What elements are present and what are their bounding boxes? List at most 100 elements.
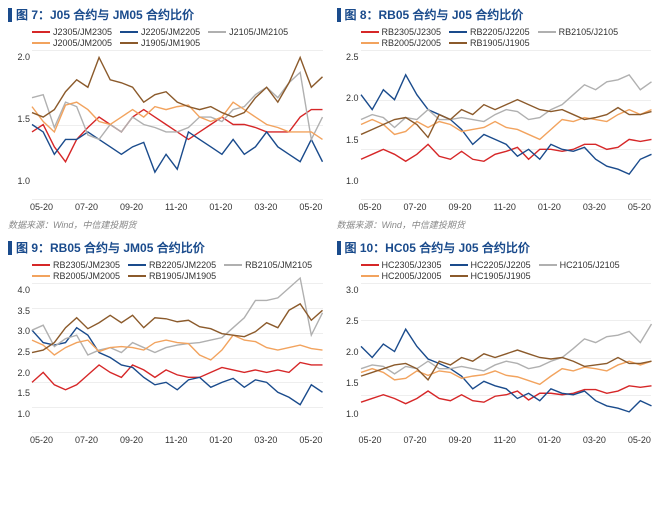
line-svg bbox=[361, 50, 652, 199]
legend-swatch bbox=[538, 31, 556, 33]
series-line bbox=[361, 139, 652, 161]
legend-swatch bbox=[449, 42, 467, 44]
series-line bbox=[32, 102, 323, 139]
x-tick-label: 01-20 bbox=[209, 435, 232, 445]
y-tick-label: 2.5 bbox=[17, 347, 30, 357]
legend-swatch bbox=[361, 264, 379, 266]
series-line bbox=[32, 362, 323, 389]
plot-area bbox=[32, 283, 323, 433]
y-tick-label: 1.0 bbox=[346, 176, 359, 186]
panel-title: 图 8：RB05 合约与 J05 合约比价 bbox=[345, 6, 524, 23]
legend-item: RB2305/JM2305 bbox=[32, 260, 120, 270]
x-tick-label: 09-20 bbox=[120, 202, 143, 212]
x-tick-label: 09-20 bbox=[449, 435, 472, 445]
legend-label: J2105/JM2105 bbox=[229, 27, 288, 37]
legend-item: RB2005/J2005 bbox=[361, 38, 442, 48]
legend-swatch bbox=[539, 264, 557, 266]
legend-item: RB2205/J2205 bbox=[449, 27, 530, 37]
legend-swatch bbox=[32, 264, 50, 266]
chart-grid: 图 7：J05 合约与 JM05 合约比价J2305/JM2305J2205/J… bbox=[8, 6, 651, 445]
legend-label: RB2205/JM2205 bbox=[149, 260, 216, 270]
legend-item: J1905/JM1905 bbox=[120, 38, 200, 48]
x-tick-label: 01-20 bbox=[209, 202, 232, 212]
x-axis: 05-2007-2009-2011-2001-2003-2005-20 bbox=[337, 433, 652, 445]
y-tick-label: 1.0 bbox=[17, 176, 30, 186]
x-tick-label: 01-20 bbox=[538, 435, 561, 445]
x-tick-label: 09-20 bbox=[120, 435, 143, 445]
y-tick-label: 4.0 bbox=[17, 285, 30, 295]
legend-label: RB2305/J2305 bbox=[382, 27, 442, 37]
title-accent-bar bbox=[8, 8, 12, 22]
y-tick-label: 2.0 bbox=[346, 93, 359, 103]
y-tick-label: 1.5 bbox=[17, 388, 30, 398]
y-axis: 2.01.51.0 bbox=[8, 50, 32, 200]
legend: RB2305/J2305 RB2205/J2205 RB2105/J2105 RB20… bbox=[337, 25, 652, 50]
x-tick-label: 11-20 bbox=[494, 202, 516, 212]
source-label: 数据来源：Wind，中信建投期货 bbox=[8, 212, 323, 235]
legend-item: RB2005/JM2005 bbox=[32, 271, 120, 281]
chart-area: 2.01.51.0 bbox=[8, 50, 323, 200]
x-tick-label: 05-20 bbox=[299, 202, 322, 212]
series-line bbox=[32, 328, 323, 405]
legend-label: HC2305/J2305 bbox=[382, 260, 442, 270]
x-axis: 05-2007-2009-2011-2001-2003-2005-20 bbox=[8, 200, 323, 212]
series-line bbox=[361, 75, 652, 128]
y-axis: 3.02.52.01.51.0 bbox=[337, 283, 361, 433]
plot-area bbox=[32, 50, 323, 200]
legend-item: HC2205/J2205 bbox=[450, 260, 531, 270]
grid-line bbox=[361, 199, 652, 200]
series-line bbox=[32, 110, 323, 162]
panel-title: 图 9：RB05 合约与 JM05 合约比价 bbox=[16, 239, 205, 256]
x-axis: 05-2007-2009-2011-2001-2003-2005-20 bbox=[337, 200, 652, 212]
x-tick-label: 05-20 bbox=[30, 435, 53, 445]
x-tick-label: 03-20 bbox=[583, 202, 606, 212]
series-line bbox=[32, 57, 323, 117]
series-line bbox=[361, 75, 652, 174]
x-tick-label: 03-20 bbox=[254, 202, 277, 212]
chart-area: 4.03.53.02.52.01.51.0 bbox=[8, 283, 323, 433]
panel-title-row: 图 7：J05 合约与 JM05 合约比价 bbox=[8, 6, 323, 23]
legend-label: RB2105/J2105 bbox=[559, 27, 619, 37]
grid-line bbox=[361, 432, 652, 433]
x-tick-label: 07-20 bbox=[404, 202, 427, 212]
x-tick-label: 11-20 bbox=[494, 435, 516, 445]
line-svg bbox=[32, 50, 323, 199]
legend-swatch bbox=[128, 264, 146, 266]
legend-label: HC2105/J2105 bbox=[560, 260, 620, 270]
y-tick-label: 2.5 bbox=[346, 52, 359, 62]
x-tick-label: 03-20 bbox=[583, 435, 606, 445]
legend-label: RB2005/J2005 bbox=[382, 38, 442, 48]
x-tick-label: 07-20 bbox=[75, 435, 98, 445]
legend-item: RB2205/JM2205 bbox=[128, 260, 216, 270]
legend-label: HC2205/J2205 bbox=[471, 260, 531, 270]
title-accent-bar bbox=[337, 8, 341, 22]
x-tick-label: 05-20 bbox=[299, 435, 322, 445]
legend-swatch bbox=[224, 264, 242, 266]
legend-label: J2205/JM2205 bbox=[141, 27, 200, 37]
legend-item: RB1905/JM1905 bbox=[128, 271, 216, 281]
legend-swatch bbox=[32, 275, 50, 277]
legend-label: HC1905/J1905 bbox=[471, 271, 531, 281]
y-tick-label: 2.0 bbox=[17, 52, 30, 62]
grid-line bbox=[32, 199, 323, 200]
panel-title: 图 10：HC05 合约与 J05 合约比价 bbox=[345, 239, 530, 256]
legend-swatch bbox=[361, 31, 379, 33]
panel-title-row: 图 10：HC05 合约与 J05 合约比价 bbox=[337, 239, 652, 256]
legend-label: RB2305/JM2305 bbox=[53, 260, 120, 270]
legend: HC2305/J2305HC2205/J2205HC2105/J2105HC20… bbox=[337, 258, 652, 283]
legend-item: J2205/JM2205 bbox=[120, 27, 200, 37]
legend-swatch bbox=[32, 31, 50, 33]
legend-swatch bbox=[32, 42, 50, 44]
legend-label: RB1905/J1905 bbox=[470, 38, 530, 48]
y-tick-label: 3.5 bbox=[17, 306, 30, 316]
legend-item: HC2305/J2305 bbox=[361, 260, 442, 270]
title-accent-bar bbox=[8, 241, 12, 255]
y-tick-label: 3.0 bbox=[346, 285, 359, 295]
legend-label: RB2205/J2205 bbox=[470, 27, 530, 37]
legend-swatch bbox=[361, 275, 379, 277]
x-tick-label: 09-20 bbox=[449, 202, 472, 212]
legend-item: RB2105/JM2105 bbox=[224, 260, 312, 270]
series-line bbox=[32, 72, 323, 139]
legend-item: HC2105/J2105 bbox=[539, 260, 620, 270]
x-tick-label: 11-20 bbox=[165, 435, 187, 445]
